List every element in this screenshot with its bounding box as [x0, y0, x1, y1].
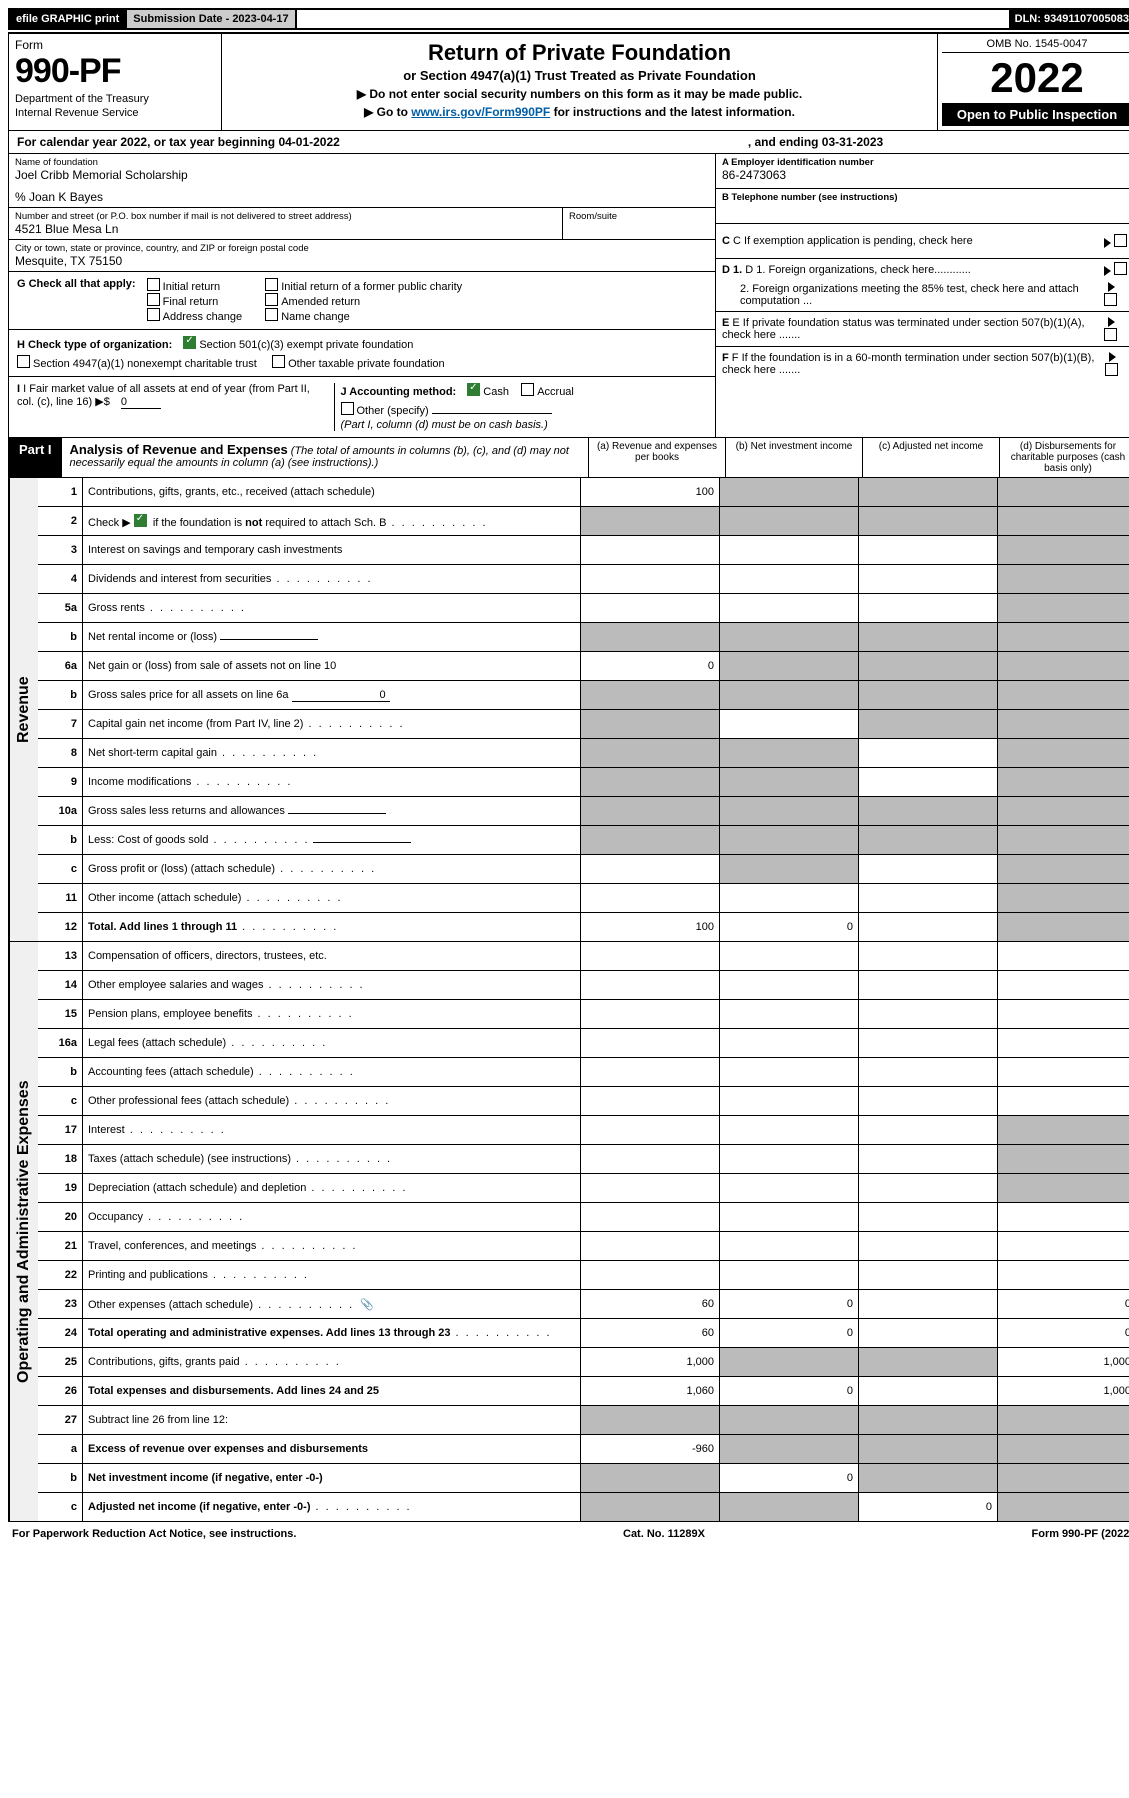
fmv-value: 0 [121, 396, 161, 409]
irs: Internal Revenue Service [15, 107, 215, 119]
expenses-section: Operating and Administrative Expenses 13… [8, 942, 1129, 1522]
chk-other-method[interactable] [341, 402, 354, 415]
col-a-head: (a) Revenue and expenses per books [588, 438, 725, 477]
city-label: City or town, state or province, country… [15, 243, 709, 254]
tax-year: 2022 [942, 57, 1129, 99]
top-bar: efile GRAPHIC print Submission Date - 20… [8, 8, 1129, 30]
chk-initial-return[interactable] [147, 278, 160, 291]
chk-amended[interactable] [265, 293, 278, 306]
street-address: 4521 Blue Mesa Ln [15, 222, 556, 236]
part1-header: Part I Analysis of Revenue and Expenses … [8, 438, 1129, 478]
calendar-year-row: For calendar year 2022, or tax year begi… [8, 131, 1129, 154]
chk-e[interactable] [1104, 328, 1117, 341]
form-word: Form [15, 38, 215, 52]
d1-label: D 1. D 1. Foreign organizations, check h… [722, 264, 971, 276]
f-label: F F If the foundation is in a 60-month t… [722, 352, 1105, 376]
arrow-icon [1108, 317, 1115, 327]
form-subtitle: or Section 4947(a)(1) Trust Treated as P… [232, 68, 927, 83]
entity-info: Name of foundation Joel Cribb Memorial S… [8, 154, 1129, 438]
col-c-head: (c) Adjusted net income [862, 438, 999, 477]
chk-c[interactable] [1114, 234, 1127, 247]
omb-no: OMB No. 1545-0047 [942, 38, 1129, 53]
section-j: J Accounting method: Cash Accrual Other … [335, 383, 708, 431]
chk-d2[interactable] [1104, 293, 1117, 306]
care-of: % Joan K Bayes [15, 190, 709, 204]
j-note: (Part I, column (d) must be on cash basi… [341, 419, 708, 431]
warn-ssn: ▶ Do not enter social security numbers o… [232, 87, 927, 101]
arrow-icon [1109, 352, 1116, 362]
efile-tag: efile GRAPHIC print [10, 10, 127, 28]
dept-treasury: Department of the Treasury [15, 93, 215, 105]
open-public: Open to Public Inspection [942, 103, 1129, 126]
submission-date: Submission Date - 2023-04-17 [127, 10, 296, 28]
expenses-side-label: Operating and Administrative Expenses [9, 942, 38, 1521]
cat-no: Cat. No. 11289X [623, 1528, 705, 1540]
form-number: 990-PF [15, 52, 215, 91]
arrow-icon [1104, 238, 1111, 248]
chk-4947[interactable] [17, 355, 30, 368]
revenue-section: Revenue 1Contributions, gifts, grants, e… [8, 478, 1129, 942]
chk-accrual[interactable] [521, 383, 534, 396]
d2-label: 2. Foreign organizations meeting the 85%… [722, 283, 1104, 307]
name-label: Name of foundation [15, 157, 709, 168]
revenue-side-label: Revenue [9, 478, 38, 941]
chk-other-taxable[interactable] [272, 355, 285, 368]
section-g: G Check all that apply: Initial return F… [9, 272, 715, 330]
chk-cash[interactable] [467, 383, 480, 396]
chk-address-change[interactable] [147, 308, 160, 321]
chk-name-change[interactable] [265, 308, 278, 321]
c-label: C C If exemption application is pending,… [722, 235, 973, 247]
e-label: E E If private foundation status was ter… [722, 317, 1104, 341]
arrow-icon [1104, 266, 1111, 276]
addr-label: Number and street (or P.O. box number if… [15, 211, 556, 222]
form-ref: Form 990-PF (2022) [1032, 1528, 1129, 1540]
chk-d1[interactable] [1114, 262, 1127, 275]
section-h: H Check type of organization: Section 50… [9, 330, 715, 377]
form-header: Form 990-PF Department of the Treasury I… [8, 32, 1129, 131]
paperwork-notice: For Paperwork Reduction Act Notice, see … [12, 1528, 296, 1540]
goto-line: ▶ Go to www.irs.gov/Form990PF for instru… [232, 105, 927, 119]
chk-sch-b[interactable] [134, 514, 147, 527]
part1-tag: Part I [9, 438, 62, 477]
city-state-zip: Mesquite, TX 75150 [15, 254, 709, 268]
dln: DLN: 93491107005083 [1009, 10, 1129, 28]
chk-501c3[interactable] [183, 336, 196, 349]
room-suite-label: Room/suite [563, 208, 715, 239]
irs-link[interactable]: www.irs.gov/Form990PF [411, 105, 550, 119]
foundation-name: Joel Cribb Memorial Scholarship [15, 168, 709, 182]
form-title: Return of Private Foundation [232, 40, 927, 66]
chk-final-return[interactable] [147, 293, 160, 306]
chk-f[interactable] [1105, 363, 1118, 376]
col-d-head: (d) Disbursements for charitable purpose… [999, 438, 1129, 477]
arrow-icon [1108, 282, 1115, 292]
page-footer: For Paperwork Reduction Act Notice, see … [8, 1522, 1129, 1540]
chk-initial-former[interactable] [265, 278, 278, 291]
b-label: B Telephone number (see instructions) [722, 192, 1129, 203]
a-label: A Employer identification number [722, 157, 1129, 168]
col-b-head: (b) Net investment income [725, 438, 862, 477]
ein: 86-2473063 [722, 168, 1129, 182]
section-i: I I Fair market value of all assets at e… [17, 383, 335, 431]
